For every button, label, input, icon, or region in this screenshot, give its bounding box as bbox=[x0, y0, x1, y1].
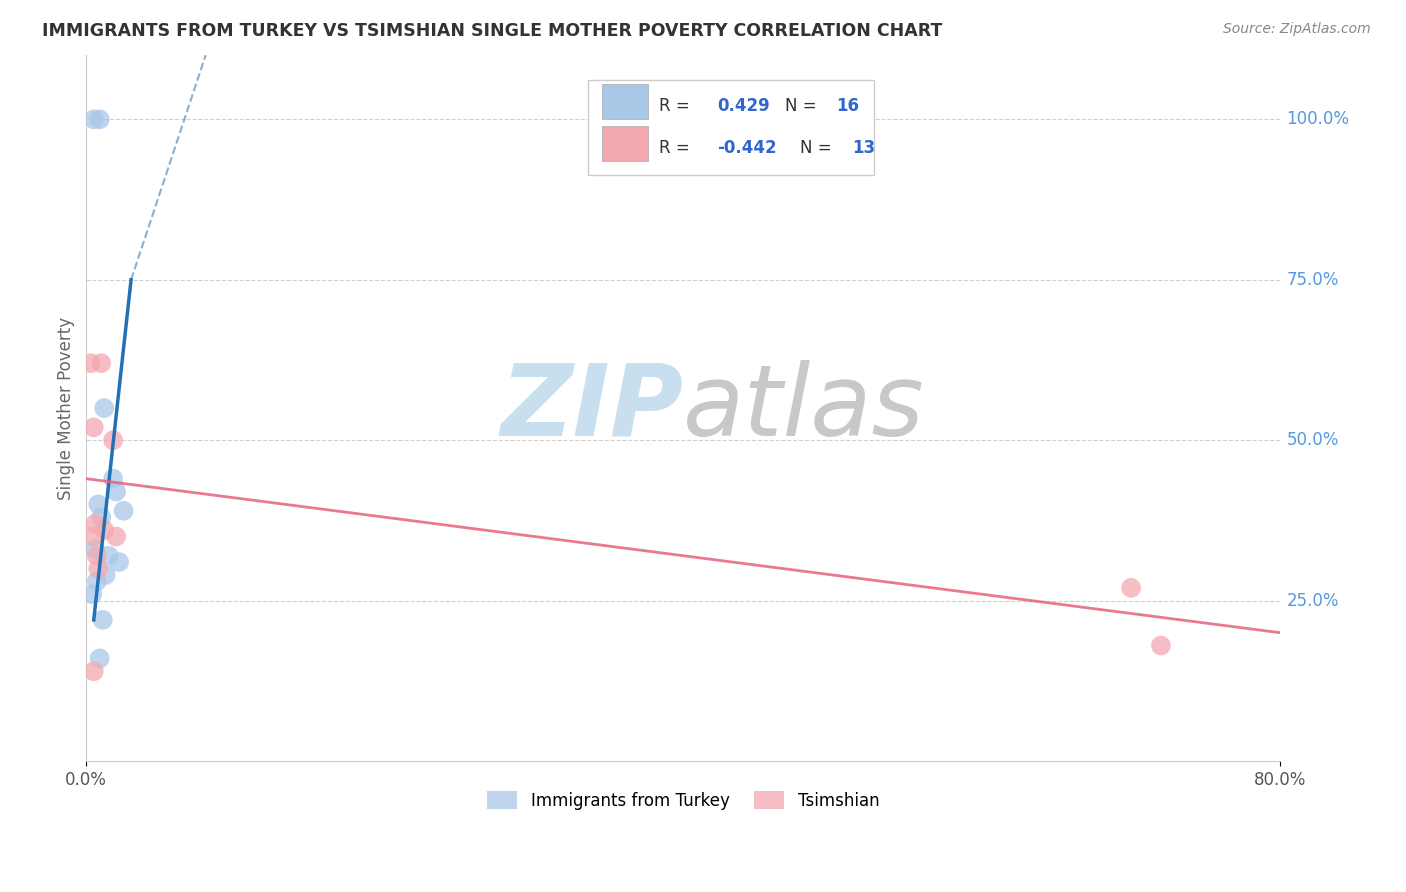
Point bbox=[93, 401, 115, 416]
Point bbox=[1150, 639, 1173, 653]
Point bbox=[83, 420, 105, 434]
Point bbox=[91, 613, 114, 627]
Point bbox=[82, 529, 104, 543]
FancyBboxPatch shape bbox=[588, 80, 875, 175]
Point bbox=[86, 549, 108, 563]
Text: N =: N = bbox=[785, 97, 821, 115]
Point bbox=[83, 112, 105, 127]
Point bbox=[101, 433, 124, 447]
Point bbox=[1119, 581, 1142, 595]
Point bbox=[89, 651, 111, 665]
Text: ZIP: ZIP bbox=[501, 359, 683, 457]
Bar bbox=[602, 84, 648, 119]
Point bbox=[105, 484, 128, 499]
Text: 0.429: 0.429 bbox=[717, 97, 769, 115]
Point bbox=[89, 112, 111, 127]
Text: R =: R = bbox=[659, 97, 696, 115]
Text: 13: 13 bbox=[852, 139, 875, 157]
Point bbox=[84, 516, 107, 531]
Text: R =: R = bbox=[659, 139, 696, 157]
Y-axis label: Single Mother Poverty: Single Mother Poverty bbox=[58, 317, 75, 500]
Point bbox=[108, 555, 131, 569]
Point bbox=[87, 561, 110, 575]
Point bbox=[84, 542, 107, 557]
Point bbox=[80, 356, 103, 370]
Text: N =: N = bbox=[800, 139, 837, 157]
Text: IMMIGRANTS FROM TURKEY VS TSIMSHIAN SINGLE MOTHER POVERTY CORRELATION CHART: IMMIGRANTS FROM TURKEY VS TSIMSHIAN SING… bbox=[42, 22, 942, 40]
Point bbox=[105, 529, 128, 543]
Point bbox=[87, 497, 110, 511]
Text: atlas: atlas bbox=[683, 359, 925, 457]
Text: -0.442: -0.442 bbox=[717, 139, 776, 157]
Text: 50.0%: 50.0% bbox=[1286, 431, 1339, 450]
Point bbox=[101, 472, 124, 486]
Point bbox=[112, 504, 135, 518]
Text: 16: 16 bbox=[837, 97, 859, 115]
Text: 100.0%: 100.0% bbox=[1286, 111, 1350, 128]
Text: 25.0%: 25.0% bbox=[1286, 591, 1339, 609]
Bar bbox=[602, 126, 648, 161]
Point bbox=[82, 587, 104, 601]
Point bbox=[90, 510, 112, 524]
Point bbox=[93, 523, 115, 537]
Point bbox=[83, 665, 105, 679]
Point bbox=[97, 549, 120, 563]
Text: 75.0%: 75.0% bbox=[1286, 271, 1339, 289]
Text: Source: ZipAtlas.com: Source: ZipAtlas.com bbox=[1223, 22, 1371, 37]
Point bbox=[86, 574, 108, 589]
Legend: Immigrants from Turkey, Tsimshian: Immigrants from Turkey, Tsimshian bbox=[481, 785, 886, 816]
Point bbox=[90, 356, 112, 370]
Point bbox=[94, 568, 117, 582]
